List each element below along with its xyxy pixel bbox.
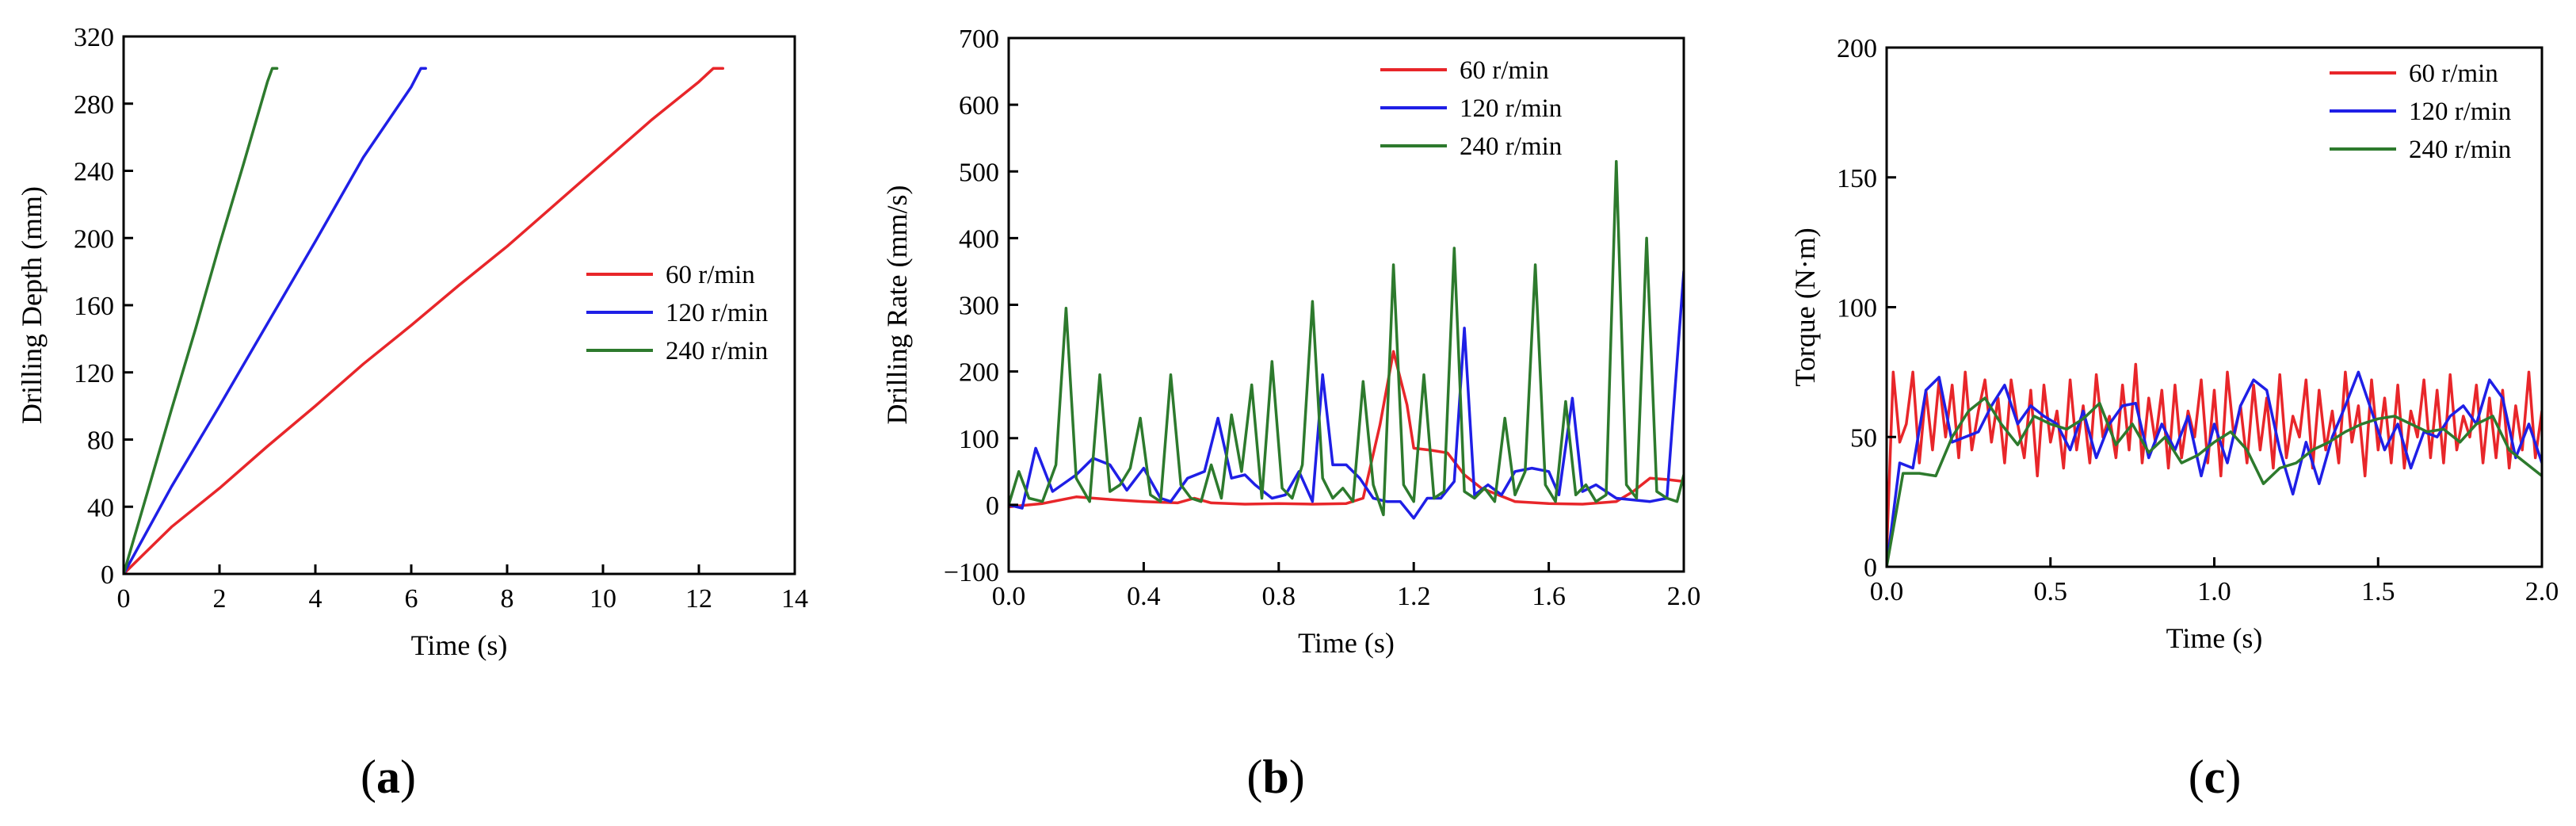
panel-label-letter: b bbox=[1262, 751, 1288, 803]
y-tick-label: −100 bbox=[944, 558, 999, 587]
x-axis-title: Time (s) bbox=[1298, 627, 1395, 659]
legend: 60 r/min 120 r/min 240 r/min bbox=[2330, 59, 2511, 164]
y-tick-label: 200 bbox=[74, 224, 114, 254]
x-tick-label: 0.0 bbox=[992, 582, 1026, 611]
panel-label: (b) bbox=[1246, 751, 1304, 803]
series-line-240-r-min bbox=[124, 67, 279, 574]
x-tick-label: 1.6 bbox=[1532, 582, 1566, 611]
y-tick-label: 240 bbox=[74, 158, 114, 187]
x-tick-label: 0.5 bbox=[2034, 577, 2068, 606]
x-tick-label: 1.0 bbox=[2197, 577, 2231, 606]
y-tick-label: 150 bbox=[1837, 164, 1877, 193]
legend-label: 120 r/min bbox=[1460, 94, 1562, 123]
x-axis-title: Time (s) bbox=[2166, 622, 2263, 654]
x-tick-label: 0.4 bbox=[1127, 582, 1161, 611]
y-axis-title: Drilling Rate (mm/s) bbox=[881, 185, 913, 425]
panel-label-letter: a bbox=[376, 751, 400, 803]
series-line-60-r-min bbox=[124, 67, 725, 574]
legend-label: 60 r/min bbox=[666, 261, 755, 289]
y-tick-label: 120 bbox=[74, 359, 114, 388]
series-line-120-r-min bbox=[124, 67, 427, 574]
y-tick-label: 320 bbox=[74, 23, 114, 52]
series-line-240-r-min bbox=[1009, 159, 1684, 517]
panel-label-open: ( bbox=[1246, 751, 1262, 803]
y-axis-title: Drilling Depth (mm) bbox=[16, 186, 48, 424]
y-tick-label: 200 bbox=[1837, 34, 1877, 63]
x-tick-label: 6 bbox=[405, 584, 418, 614]
legend-label: 60 r/min bbox=[1460, 56, 1549, 85]
panel-label-open: ( bbox=[2189, 751, 2204, 803]
y-tick-label: 500 bbox=[959, 158, 999, 187]
series-line-60-r-min bbox=[1887, 362, 2542, 556]
series-line-120-r-min bbox=[1887, 370, 2542, 567]
x-tick-label: 10 bbox=[590, 584, 616, 614]
y-tick-label: 80 bbox=[87, 426, 114, 456]
y-tick-label: 400 bbox=[959, 224, 999, 254]
x-tick-label: 1.5 bbox=[2361, 577, 2395, 606]
legend: 60 r/min 120 r/min 240 r/min bbox=[586, 261, 768, 365]
x-tick-label: 0.8 bbox=[1262, 582, 1296, 611]
legend: 60 r/min 120 r/min 240 r/min bbox=[1380, 56, 1562, 161]
y-tick-label: 50 bbox=[1850, 423, 1877, 453]
series-line-120-r-min bbox=[1009, 270, 1684, 520]
x-tick-label: 2.0 bbox=[1667, 582, 1701, 611]
series-line-60-r-min bbox=[1009, 350, 1684, 509]
y-tick-label: 100 bbox=[959, 425, 999, 454]
chart-panel-b: 0.0 0.4 0.8 1.2 1.6 2.0 −100 0 100 200 300 400 500 60… bbox=[881, 25, 1700, 803]
legend-label: 240 r/min bbox=[2409, 136, 2511, 164]
x-tick-label: 12 bbox=[685, 584, 712, 614]
y-axis-title: Torque (N·m) bbox=[1789, 228, 1821, 386]
x-tick-label: 2.0 bbox=[2525, 577, 2559, 606]
x-tick-label: 4 bbox=[309, 584, 322, 614]
panel-label: (c) bbox=[2189, 751, 2242, 803]
y-tick-label: 0 bbox=[101, 560, 114, 590]
legend-label: 120 r/min bbox=[666, 299, 768, 327]
y-tick-label: 280 bbox=[74, 90, 114, 120]
panel-label-close: ) bbox=[1289, 751, 1305, 803]
legend-label: 240 r/min bbox=[666, 337, 768, 365]
panel-label-letter: c bbox=[2204, 751, 2226, 803]
legend-label: 60 r/min bbox=[2409, 59, 2498, 88]
panel-label-open: ( bbox=[361, 751, 376, 803]
y-tick-label: 700 bbox=[959, 25, 999, 54]
x-tick-label: 0.0 bbox=[1870, 577, 1904, 606]
chart-panel-c: 0.0 0.5 1.0 1.5 2.0 0 50 100 150 200 Time (s) Torqu… bbox=[1789, 34, 2559, 803]
y-tick-label: 0 bbox=[1864, 553, 1877, 583]
x-tick-label: 2 bbox=[213, 584, 227, 614]
legend-label: 240 r/min bbox=[1460, 132, 1562, 161]
x-tick-label: 14 bbox=[781, 584, 808, 614]
x-tick-label: 8 bbox=[501, 584, 514, 614]
y-tick-label: 200 bbox=[959, 358, 999, 388]
panel-label: (a) bbox=[361, 751, 416, 803]
legend-label: 120 r/min bbox=[2409, 98, 2511, 126]
panel-label-close: ) bbox=[2225, 751, 2241, 803]
x-axis-title: Time (s) bbox=[411, 629, 508, 661]
series-line-240-r-min bbox=[1887, 396, 2542, 567]
x-tick-label: 1.2 bbox=[1397, 582, 1431, 611]
y-tick-label: 160 bbox=[74, 292, 114, 321]
y-tick-label: 40 bbox=[87, 493, 114, 522]
panel-label-close: ) bbox=[400, 751, 416, 803]
chart-panel-a: 0 2 4 6 8 10 12 14 0 40 80 120 160 200 240 280 320 Time (… bbox=[16, 23, 808, 803]
y-tick-label: 300 bbox=[959, 292, 999, 321]
y-tick-label: 100 bbox=[1837, 294, 1877, 323]
y-tick-label: 0 bbox=[986, 491, 999, 521]
y-tick-label: 600 bbox=[959, 91, 999, 120]
x-tick-label: 0 bbox=[117, 584, 131, 614]
